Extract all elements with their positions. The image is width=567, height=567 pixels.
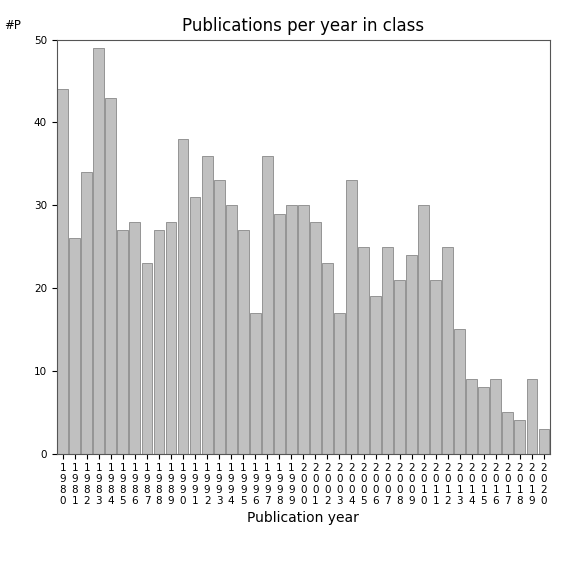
Bar [382,247,393,454]
Bar [502,412,513,454]
Bar [514,421,525,454]
Bar [166,222,176,454]
Text: #P: #P [4,19,21,32]
Bar [322,263,333,454]
Bar [406,255,417,454]
Bar [310,222,321,454]
Bar [539,429,549,454]
Bar [370,297,381,454]
Bar [129,222,140,454]
Title: Publications per year in class: Publications per year in class [182,18,425,35]
Bar [334,313,345,454]
Bar [142,263,153,454]
Bar [454,329,465,454]
Bar [358,247,369,454]
Bar [117,230,128,454]
Bar [430,280,441,454]
Bar [274,214,285,454]
Bar [286,205,297,454]
Bar [490,379,501,454]
Bar [467,379,477,454]
Bar [189,197,201,454]
X-axis label: Publication year: Publication year [247,511,359,525]
Bar [346,180,357,454]
Bar [69,238,80,454]
Bar [527,379,538,454]
Bar [82,172,92,454]
Bar [394,280,405,454]
Bar [57,90,68,454]
Bar [214,180,225,454]
Bar [154,230,164,454]
Bar [238,230,248,454]
Bar [105,98,116,454]
Bar [202,155,213,454]
Bar [442,247,453,454]
Bar [177,139,188,454]
Bar [479,387,489,454]
Bar [418,205,429,454]
Bar [94,48,104,454]
Bar [226,205,236,454]
Bar [262,155,273,454]
Bar [250,313,261,454]
Bar [298,205,309,454]
